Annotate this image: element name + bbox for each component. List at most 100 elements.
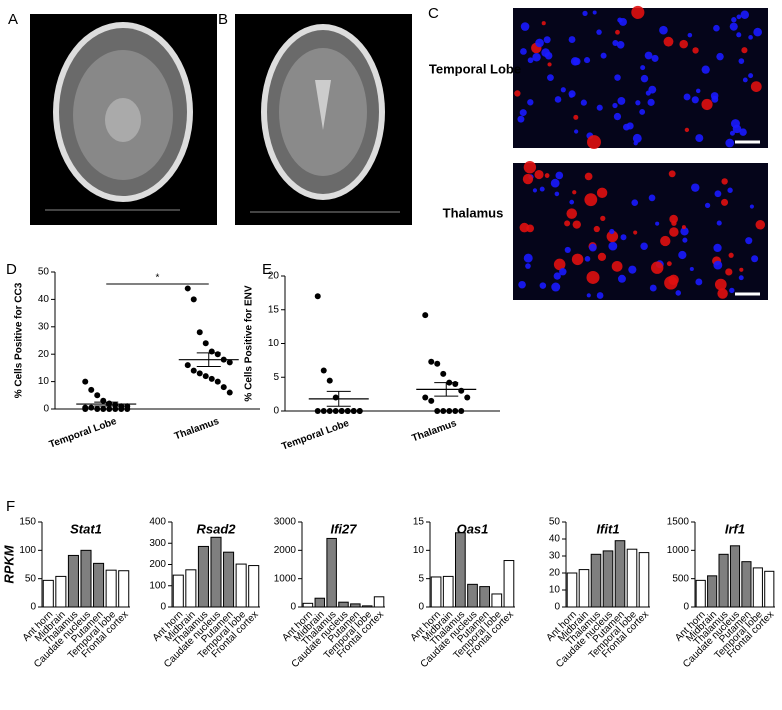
cell [547,74,554,82]
cell [573,114,579,120]
point-square [452,381,459,387]
cell [582,10,588,17]
cell [739,128,747,136]
y-tick-label: 100 [149,580,166,591]
bar [350,603,361,608]
bar [638,552,650,608]
point [320,408,327,414]
point-square [190,367,197,374]
bar [197,545,209,608]
panel-letter: B [218,11,228,28]
cell [717,288,728,299]
point-square [208,348,215,355]
cell [640,74,649,83]
cell [525,263,531,269]
cell [671,220,677,226]
bar [741,561,752,608]
point [314,293,321,300]
cell [526,224,534,233]
point-square [226,389,233,396]
point [118,406,125,412]
cell [628,265,637,274]
cell [596,292,604,299]
cell [580,99,587,106]
chart-title: Ifi27 [330,521,357,536]
y-tick-label: 0 [273,406,279,417]
cell [648,85,657,94]
point-square [422,312,429,319]
cell [729,287,735,294]
cell [635,100,641,106]
cell [554,191,560,197]
cell [623,123,630,131]
y-axis-title: RPKM [1,544,16,583]
bar [626,548,638,608]
cell [649,284,657,292]
cell [725,138,735,148]
point-square [428,397,435,404]
y-tick-label: 50 [549,517,561,528]
cell [755,220,766,230]
y-tick-label: 40 [38,294,50,305]
cell [539,186,545,192]
cell [659,25,668,35]
point-square [196,329,203,336]
cell [586,270,600,284]
x-tick-label: Thalamus [411,418,459,444]
cell [564,220,571,227]
cell [647,98,655,106]
cell [586,293,591,298]
cell [651,54,659,62]
cell [738,58,745,64]
panel-letter: F [6,498,15,515]
bar [566,572,578,608]
chart-title: Stat1 [70,521,102,536]
cell [608,241,618,251]
cell [750,81,762,93]
y-tick-label: 30 [549,551,561,562]
point-square [190,296,197,303]
cell [518,280,526,289]
point [82,406,89,412]
point-square [422,394,429,401]
cell [523,161,537,174]
cell [691,96,699,104]
cell [704,202,711,208]
cell [713,24,720,32]
bar [326,537,337,608]
cell [748,73,754,79]
bar [55,575,67,608]
bar [248,565,260,608]
y-tick-label: 5 [273,372,279,383]
cell [695,134,704,143]
cell [596,104,603,111]
cell [664,276,678,290]
cell [727,187,733,193]
cell [684,127,690,133]
cell [532,188,538,193]
cell [640,65,646,71]
point [344,408,351,414]
y-tick-label: 0 [683,602,689,613]
y-tick-label: 100 [19,545,36,556]
cell [729,130,735,136]
point [100,397,107,404]
cell [560,87,566,93]
cell [713,260,723,270]
panel-letter: C [428,5,439,22]
point-square [208,375,215,382]
bar [578,569,590,608]
cell [553,272,561,280]
cell [655,221,660,226]
y-tick-label: 2000 [274,545,297,556]
point [106,406,113,412]
bar [302,602,314,608]
cell [731,17,737,23]
point-square [184,362,191,369]
y-tick-label: 0 [43,404,49,415]
cell [535,38,544,48]
cell [584,256,591,262]
cell [742,77,748,83]
point [88,404,95,411]
cell [640,242,648,250]
